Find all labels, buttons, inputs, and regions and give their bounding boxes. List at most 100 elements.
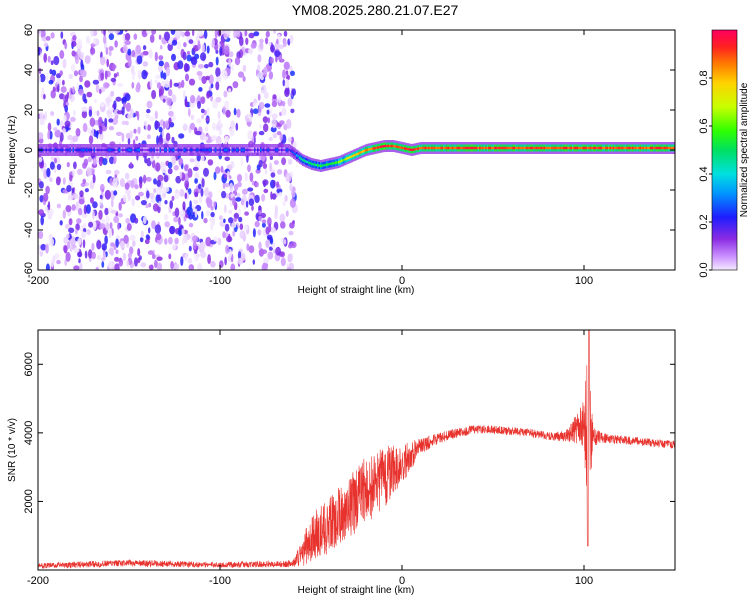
spectrogram-noise-blob [92, 210, 95, 220]
spectrogram-noise-blob [167, 168, 173, 175]
spectrogram-noise-blob [270, 172, 276, 178]
spectrogram-ridge-core [665, 146, 667, 150]
spectrogram-ridge-core [90, 148, 93, 152]
spectrogram-noise-blob [156, 82, 162, 89]
spectrogram-noise-blob [207, 159, 214, 166]
spectrogram-noise-blob [99, 56, 106, 66]
spectrogram-noise-blob [38, 74, 41, 84]
spectrogram-ridge-core [101, 148, 103, 152]
spectrogram-noise-blob [187, 168, 193, 178]
spectrogram-ridge-core [509, 146, 511, 150]
spectrogram-ridge-core [663, 146, 666, 150]
spectrogram-noise-blob [45, 185, 50, 195]
spectrogram-noise-blob [189, 122, 196, 130]
spectrogram-noise-blob [104, 207, 109, 216]
spectrogram-ridge-core [155, 148, 157, 152]
spectrogram-noise-blob [254, 181, 259, 188]
spectrogram-ridge-core [390, 144, 393, 148]
spectrogram-ridge-core [659, 146, 661, 150]
spectrogram-noise-blob [182, 89, 186, 100]
spectrogram-noise-blob [186, 54, 192, 62]
snr-frame [37, 329, 676, 571]
spectrogram-ridge-core [389, 144, 391, 148]
spectrogram-ridge-core [455, 146, 457, 150]
spectrogram-ridge-core [72, 148, 75, 152]
spectrogram-noise-blob [69, 174, 73, 182]
spectrogram-noise-blob [104, 117, 108, 128]
spectrogram-noise-blob [59, 220, 63, 226]
spectrogram-noise-blob [135, 110, 138, 117]
spectrogram-noise-blob [116, 71, 119, 77]
spectrogram-ridge-core [210, 148, 213, 152]
spectrogram-ridge-core [104, 148, 106, 152]
spectrogram-ridge-core [368, 148, 370, 151]
spectrogram-noise-blob [175, 30, 181, 37]
spectrogram-noise-blob [171, 53, 176, 62]
spectrogram-noise-blob [263, 188, 269, 194]
spectrogram-ridge-core [426, 146, 429, 150]
spectrogram-noise-blob [181, 79, 185, 88]
spectrogram-y-ticks: -60 -40 -20 0 20 40 60 [23, 24, 675, 278]
spectrogram-noise-blob [197, 40, 201, 50]
spectrogram-ridge-core [113, 148, 115, 152]
spectrogram-noise-blob [161, 166, 168, 174]
spectrogram-ridge-core [596, 146, 598, 150]
spectrogram-noise-blob [126, 223, 132, 231]
spectrogram-noise-blob [85, 35, 91, 45]
spectrogram-noise-blob [120, 240, 125, 250]
spectrogram-noise-blob [207, 254, 212, 265]
spectrogram-ridge-core [294, 153, 297, 156]
spectrogram-noise-blob [210, 205, 214, 211]
spectrogram-noise-blob [248, 32, 255, 39]
spectrogram-noise-blob [257, 93, 261, 101]
spectrogram-ridge-core [156, 148, 159, 152]
spectrogram-noise-blob [156, 194, 161, 202]
spectrogram-noise-blob [142, 61, 148, 67]
spectrogram-noise-blob [177, 60, 184, 70]
spectrogram-noise-blob [264, 168, 268, 175]
spectrogram-ridge-core [374, 147, 376, 150]
spectrogram-noise-blob [80, 231, 87, 239]
spectrogram-noise-blob [163, 214, 169, 221]
spectrogram-ridge-core [581, 146, 583, 150]
spectrogram-noise-blob [137, 126, 141, 135]
spectrogram-ridge-core [563, 146, 565, 150]
spectrogram-noise-blob [132, 240, 136, 247]
spectrogram-ridge-core [494, 146, 496, 150]
spectrogram-noise-blob [216, 135, 222, 146]
spectrogram-ridge-core [324, 163, 327, 167]
spectrogram-noise-blob [54, 157, 57, 164]
spectrogram-noise-blob [112, 63, 116, 72]
spectrogram-noise-blob [225, 30, 231, 36]
spectrogram-noise-blob [54, 253, 60, 260]
spectrogram-ridge-core [185, 148, 187, 152]
spectrogram-ridge-core [263, 148, 265, 152]
spectrogram-noise-blob [124, 32, 131, 41]
spectrogram-noise-blob [124, 172, 130, 180]
spectrogram-noise-blob [66, 185, 72, 192]
spectrogram-noise-blob [254, 194, 260, 204]
spectrogram-noise-blob [47, 55, 51, 63]
spectrogram-noise-blob [125, 120, 129, 126]
spectrogram-ridge-core [272, 148, 274, 152]
spectrogram-noise-blob [64, 94, 69, 103]
spectrogram-ridge-core [317, 164, 319, 167]
spectrogram-noise-blob [149, 116, 155, 122]
spectrogram-ridge-core [525, 146, 528, 150]
spectrogram-ridge-core [75, 148, 78, 152]
spectrogram-noise-blob [172, 243, 177, 250]
spectrogram-ridge-core [209, 148, 211, 152]
spectrogram-noise-blob [127, 57, 132, 68]
spectrogram-ridge-core [623, 146, 625, 150]
x-tick-label: 0 [399, 275, 405, 287]
spectrogram-noise-blob [43, 93, 46, 100]
spectrogram-noise-blob [285, 210, 289, 217]
spectrogram-ridge-core [102, 148, 105, 152]
spectrogram-noise-blob [140, 262, 147, 268]
spectrogram-noise-blob [263, 66, 268, 76]
spectrogram-noise-blob [196, 71, 203, 76]
spectrogram-noise-blob [40, 243, 47, 251]
spectrogram-noise-blob [162, 72, 167, 80]
spectrogram-noise-blob [147, 250, 154, 255]
spectrogram-noise-blob [96, 110, 100, 117]
